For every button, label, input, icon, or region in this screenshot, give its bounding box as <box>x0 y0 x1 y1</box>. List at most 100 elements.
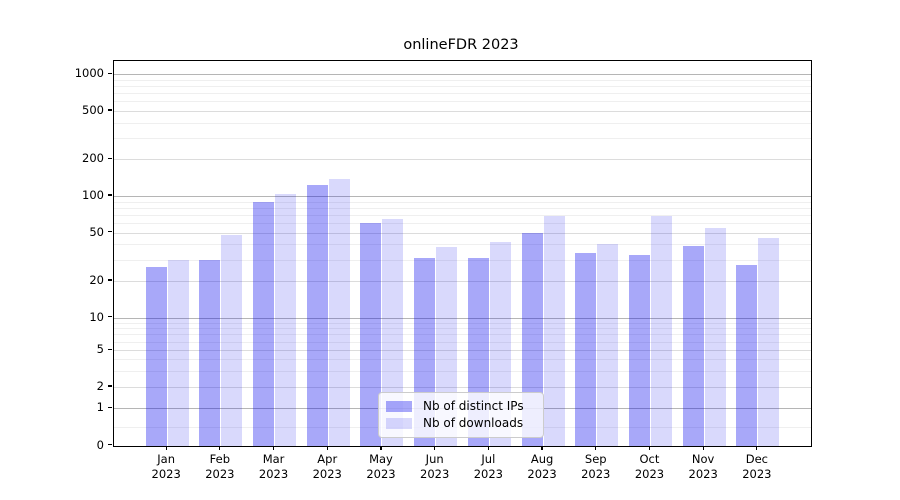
x-tick-label-may: May 2023 <box>366 452 396 481</box>
grid-minor-6 <box>114 341 811 343</box>
grid-minor-600 <box>114 101 811 103</box>
bar-downloads-nov <box>704 227 726 446</box>
bar-downloads-aug <box>543 216 565 446</box>
grid-mid-2 <box>114 387 811 388</box>
bar-downloads-jan <box>167 259 189 446</box>
x-tick-mark-oct <box>648 446 651 451</box>
y-tick-mark-500 <box>108 109 112 111</box>
y-tick-mark-20 <box>108 279 112 281</box>
y-tick-mark-50 <box>108 231 112 233</box>
x-tick-label-aug: Aug 2023 <box>527 452 557 481</box>
x-tick-label-jul: Jul 2023 <box>473 452 503 481</box>
y-tick-label-1: 1 <box>96 400 104 415</box>
legend-item-downloads: Nb of downloads <box>386 415 543 432</box>
y-tick-mark-2 <box>108 385 112 387</box>
bar-ips-feb <box>199 259 221 446</box>
y-tick-mark-200 <box>108 157 112 159</box>
grid-minor-7 <box>114 334 811 336</box>
grid-minor-70 <box>114 214 811 216</box>
grid-minor-400 <box>114 122 811 124</box>
x-tick-mark-feb <box>219 446 221 451</box>
bar-downloads-apr <box>328 178 350 446</box>
legend-swatch-downloads <box>386 418 412 429</box>
y-tick-mark-5 <box>108 348 112 350</box>
grid-mid-200 <box>114 159 811 161</box>
bar-downloads-sep <box>597 244 619 446</box>
grid-major-100 <box>114 196 811 197</box>
x-tick-mark-aug <box>541 446 543 451</box>
legend: Nb of distinct IPs Nb of downloads <box>378 392 544 438</box>
grid-minor-300 <box>114 137 811 139</box>
bar-ips-mar <box>253 201 275 446</box>
grid-minor-700 <box>114 93 811 95</box>
grid-mid-20 <box>114 281 811 283</box>
y-tick-mark-10 <box>108 316 112 318</box>
y-tick-mark-1 <box>108 406 112 408</box>
x-tick-mark-nov <box>702 446 704 451</box>
chart-title: onlineFDR 2023 <box>403 37 519 53</box>
x-tick-mark-jan <box>165 446 167 451</box>
grid-minor-40 <box>114 244 811 246</box>
bar-downloads-oct <box>650 215 672 446</box>
x-tick-label-dec: Dec 2023 <box>742 452 772 481</box>
y-tick-label-50: 50 <box>89 224 104 239</box>
x-tick-label-feb: Feb 2023 <box>205 452 235 481</box>
legend-swatch-distinct-ips <box>386 401 412 412</box>
x-tick-label-nov: Nov 2023 <box>688 452 718 481</box>
grid-minor-900 <box>114 79 811 81</box>
x-tick-mark-apr <box>326 446 328 451</box>
x-tick-label-jan: Jan 2023 <box>151 452 181 481</box>
x-tick-mark-jul <box>487 446 489 451</box>
bar-downloads-mar <box>275 194 297 446</box>
grid-minor-90 <box>114 201 811 203</box>
x-tick-mark-mar <box>272 446 275 451</box>
x-tick-label-sep: Sep 2023 <box>581 452 611 481</box>
bar-downloads-feb <box>221 234 243 446</box>
bar-downloads-may <box>382 218 404 446</box>
grid-minor-30 <box>114 259 811 261</box>
grid-minor-800 <box>114 86 811 88</box>
x-tick-mark-dec <box>756 446 758 451</box>
x-tick-label-oct: Oct 2023 <box>634 452 665 481</box>
bar-ips-may <box>360 222 382 446</box>
grid-minor-3 <box>114 370 811 372</box>
y-tick-label-1000: 1000 <box>74 66 104 81</box>
bar-ips-sep <box>575 253 597 446</box>
x-tick-label-jun: Jun 2023 <box>420 452 450 481</box>
grid-minor-9 <box>114 322 811 324</box>
bar-ips-apr <box>306 185 328 446</box>
y-tick-label-200: 200 <box>82 151 104 166</box>
grid-minor-8 <box>114 328 811 330</box>
y-tick-label-20: 20 <box>89 273 104 288</box>
legend-item-distinct-ips: Nb of distinct IPs <box>386 398 543 415</box>
bar-ips-oct <box>628 254 650 446</box>
grid-minor-4 <box>114 359 811 361</box>
x-tick-label-apr: Apr 2023 <box>312 452 342 481</box>
legend-label-downloads: Nb of downloads <box>423 416 524 430</box>
x-tick-mark-sep <box>595 446 597 451</box>
grid-major-1000 <box>114 74 811 76</box>
plot-area <box>113 60 812 447</box>
grid-mid-50 <box>114 232 811 234</box>
y-tick-mark-1000 <box>108 72 112 74</box>
grid-minor-60 <box>114 222 811 224</box>
y-tick-label-5: 5 <box>96 342 104 357</box>
bar-downloads-dec <box>758 238 780 446</box>
x-tick-label-mar: Mar 2023 <box>258 452 289 481</box>
bar-ips-nov <box>682 245 704 446</box>
grid-mid-500 <box>114 110 811 112</box>
y-tick-label-2: 2 <box>96 379 104 393</box>
grid-major-10 <box>114 317 811 319</box>
y-tick-mark-0 <box>108 444 112 446</box>
x-tick-mark-may <box>380 446 382 451</box>
x-tick-mark-jun <box>434 446 436 451</box>
grid-minor-80 <box>114 207 811 209</box>
legend-label-distinct-ips: Nb of distinct IPs <box>423 399 524 413</box>
y-tick-label-0: 0 <box>96 437 104 452</box>
y-tick-mark-100 <box>108 194 112 196</box>
y-tick-label-500: 500 <box>82 102 104 117</box>
y-tick-label-10: 10 <box>89 309 104 324</box>
bar-ips-jan <box>145 267 167 446</box>
bar-ips-dec <box>736 265 758 446</box>
